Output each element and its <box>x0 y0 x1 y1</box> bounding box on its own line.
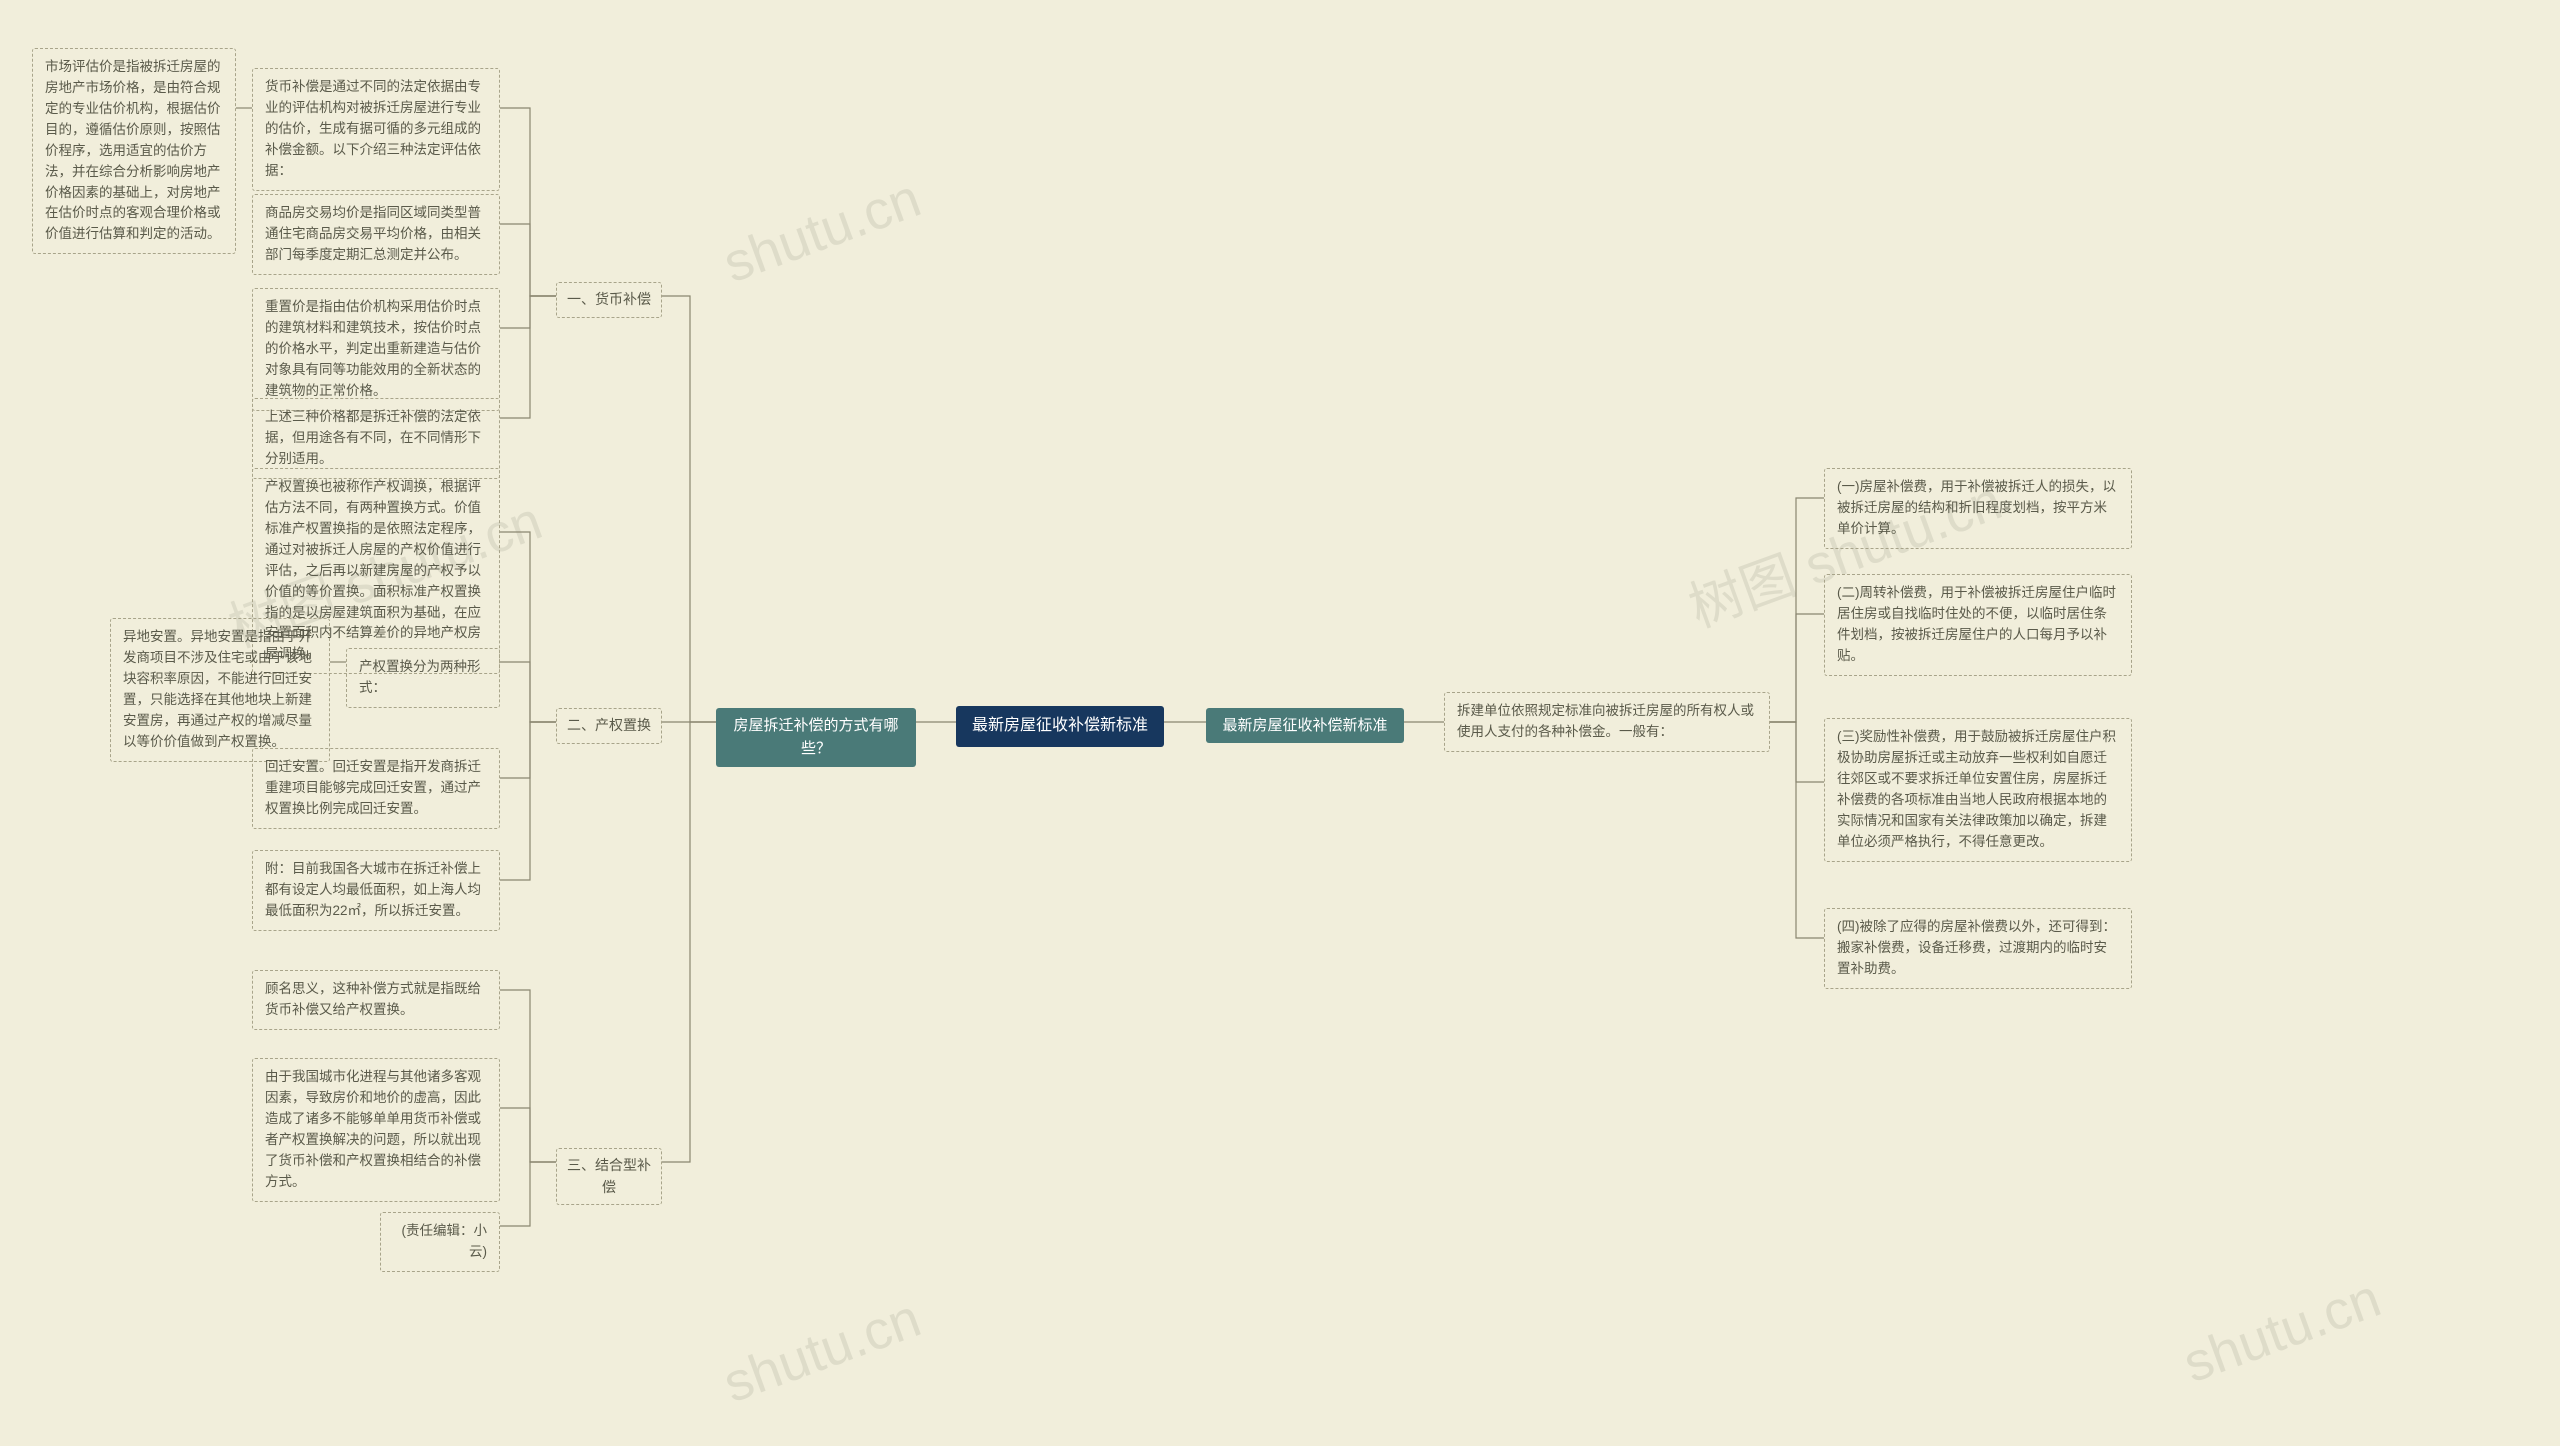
sub-money: 一、货币补偿 <box>556 282 662 318</box>
sub-property: 二、产权置换 <box>556 708 662 744</box>
branch-left: 房屋拆迁补偿的方式有哪些？ <box>716 708 916 767</box>
leaf-r2: (二)周转补偿费，用于补偿被拆迁房屋住户临时居住房或自找临时住处的不便，以临时居… <box>1824 574 2132 676</box>
leaf-s2b: 产权置换分为两种形式： <box>346 648 500 708</box>
branch-right: 最新房屋征收补偿新标准 <box>1206 708 1404 743</box>
leaf-s2c: 回迁安置。回迁安置是指开发商拆迁重建项目能够完成回迁安置，通过产权置换比例完成回… <box>252 748 500 829</box>
leaf-r1: (一)房屋补偿费，用于补偿被拆迁人的损失，以被拆迁房屋的结构和折旧程度划档，按平… <box>1824 468 2132 549</box>
leaf-r4: (四)被除了应得的房屋补偿费以外，还可得到：搬家补偿费，设备迁移费，过渡期内的临… <box>1824 908 2132 989</box>
leaf-s1c: 重置价是指由估价机构采用估价时点的建筑材料和建筑技术，按估价时点的价格水平，判定… <box>252 288 500 411</box>
leaf-s3a: 顾名思义，这种补偿方式就是指既给货币补偿又给产权置换。 <box>252 970 500 1030</box>
leaf-s2b-side: 异地安置。异地安置是指由于开发商项目不涉及住宅或由于该地块容积率原因，不能进行回… <box>110 618 330 762</box>
leaf-s1a: 货币补偿是通过不同的法定依据由专业的评估机构对被拆迁房屋进行专业的估价，生成有据… <box>252 68 500 191</box>
leaf-s1b: 商品房交易均价是指同区域同类型普通住宅商品房交易平均价格，由相关部门每季度定期汇… <box>252 194 500 275</box>
watermark: shutu.cn <box>716 167 929 295</box>
leaf-s3c: (责任编辑：小云) <box>380 1212 500 1272</box>
right-sub: 拆建单位依照规定标准向被拆迁房屋的所有权人或使用人支付的各种补偿金。一般有： <box>1444 692 1770 752</box>
watermark: shutu.cn <box>2176 1267 2389 1395</box>
leaf-r3: (三)奖励性补偿费，用于鼓励被拆迁房屋住户积极协助房屋拆迁或主动放弃一些权利如自… <box>1824 718 2132 862</box>
leaf-s1d: 上述三种价格都是拆迁补偿的法定依据，但用途各有不同，在不同情形下分别适用。 <box>252 398 500 479</box>
watermark: shutu.cn <box>716 1287 929 1415</box>
leaf-s3b: 由于我国城市化进程与其他诸多客观因素，导致房价和地价的虚高，因此造成了诸多不能够… <box>252 1058 500 1202</box>
leaf-s2d: 附：目前我国各大城市在拆迁补偿上都有设定人均最低面积，如上海人均最低面积为22㎡… <box>252 850 500 931</box>
root-node: 最新房屋征收补偿新标准 <box>956 706 1164 747</box>
sub-combined: 三、结合型补偿 <box>556 1148 662 1205</box>
leaf-s1a-side: 市场评估价是指被拆迁房屋的房地产市场价格，是由符合规定的专业估价机构，根据估价目… <box>32 48 236 254</box>
